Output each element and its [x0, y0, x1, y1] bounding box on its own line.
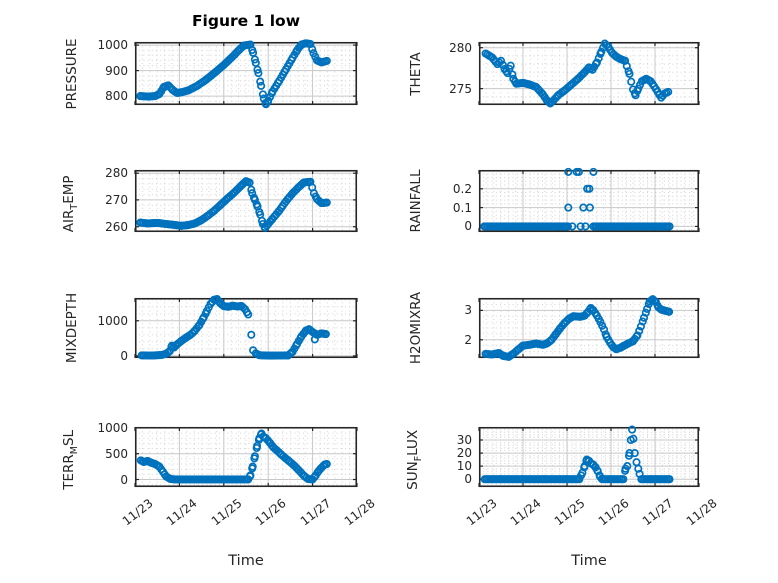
x-tick-label: 11/28	[683, 496, 720, 529]
data-markers	[481, 39, 673, 108]
x-tick-label: 11/27	[639, 496, 676, 529]
air-temp-plot-area	[134, 169, 358, 233]
x-tick-label: 11/25	[551, 496, 588, 529]
y-tick-label: 0	[120, 472, 128, 487]
y-tick-label: 0	[120, 348, 128, 363]
sun-flux-plot-area	[478, 425, 700, 488]
major-grid	[135, 42, 357, 105]
data-markers	[136, 429, 331, 484]
y-axis-label-mixdepth: MIXDEPTH	[64, 292, 80, 364]
figure-title: Figure 1 low	[191, 12, 301, 30]
y-tick-label: 1000	[97, 38, 128, 53]
mixdepth-plot-area	[134, 295, 358, 360]
data-markers	[136, 39, 331, 109]
y-tick-label: 0.1	[452, 200, 472, 215]
y-tick-label: 270	[105, 192, 128, 207]
h2omixra-plot-area	[478, 295, 700, 361]
y-tick-label: 10	[456, 459, 472, 474]
data-markers	[137, 295, 330, 360]
pressure-plot-area	[134, 39, 358, 109]
major-grid	[135, 298, 357, 358]
y-tick-label: 800	[105, 89, 128, 104]
y-axis-label-h2omixra: H2OMIXRA	[408, 291, 424, 365]
y-axis-label-air-temp: AIRTEMP	[61, 175, 80, 233]
axes-frame	[478, 426, 700, 488]
x-tick-label: 11/27	[297, 496, 334, 529]
y-tick-label: 0	[464, 219, 472, 234]
axes-frame	[134, 169, 358, 233]
axes-frame	[134, 41, 358, 106]
axes-frame	[134, 297, 358, 359]
y-tick-label: 20	[456, 446, 472, 461]
y-tick-label: 275	[449, 81, 472, 96]
x-tick-label: 11/26	[252, 496, 289, 529]
y-tick-label: 280	[105, 166, 128, 181]
x-axis-label-right: Time	[571, 553, 607, 569]
axes-frame	[134, 426, 358, 488]
y-axis-label-rainfall: RAINFALL	[408, 169, 424, 233]
x-tick-label: 11/26	[595, 496, 632, 529]
y-axis-label-pressure: PRESSURE	[64, 38, 80, 109]
y-tick-label: 30	[456, 433, 472, 448]
data-markers	[481, 295, 674, 361]
subplot-pressure	[134, 39, 358, 109]
y-tick-label: 0	[464, 472, 472, 487]
axes-frame	[478, 169, 700, 233]
theta-plot-area	[478, 39, 700, 108]
subplot-h2omixra	[478, 295, 700, 361]
x-axis-label-left: Time	[228, 553, 264, 569]
data-markers	[480, 425, 674, 484]
subplot-sun-flux	[478, 425, 700, 488]
y-tick-label: 2	[464, 332, 472, 347]
major-grid	[479, 42, 699, 105]
terr-msl-plot-area	[134, 426, 358, 488]
x-tick-label: 11/28	[341, 496, 378, 529]
subplot-mixdepth	[134, 295, 358, 360]
data-markers	[480, 167, 674, 231]
y-tick-label: 900	[105, 63, 128, 78]
y-axis-label-terr-msl: TERRMSL	[61, 429, 80, 490]
rainfall-plot-area	[478, 167, 700, 233]
y-tick-label: 0.2	[452, 181, 472, 196]
x-tick-label: 11/25	[208, 496, 245, 529]
subplot-air-temp	[134, 169, 358, 233]
minor-grid	[135, 42, 357, 105]
subplot-terr-msl	[134, 426, 358, 488]
data-markers	[136, 177, 331, 232]
x-tick-label: 11/23	[463, 496, 500, 529]
y-axis-label-theta: THETA	[408, 51, 424, 96]
y-tick-label: 260	[105, 219, 128, 234]
y-tick-label: 280	[449, 40, 472, 55]
y-tick-label: 1000	[97, 420, 128, 435]
x-tick-label: 11/23	[119, 496, 156, 529]
subplot-rainfall	[478, 167, 700, 233]
y-tick-label: 500	[105, 446, 128, 461]
x-tick-label: 11/24	[507, 496, 544, 529]
x-tick-label: 11/24	[164, 496, 201, 529]
y-axis-label-sun-flux: SUNFLUX	[405, 429, 424, 490]
y-tick-label: 3	[464, 303, 472, 318]
minor-grid	[479, 427, 699, 487]
subplot-theta	[478, 39, 700, 108]
y-tick-label: 1000	[97, 313, 128, 328]
